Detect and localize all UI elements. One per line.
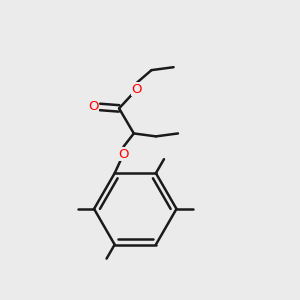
Text: O: O (118, 148, 129, 160)
Text: O: O (131, 83, 142, 96)
Text: O: O (88, 100, 99, 113)
